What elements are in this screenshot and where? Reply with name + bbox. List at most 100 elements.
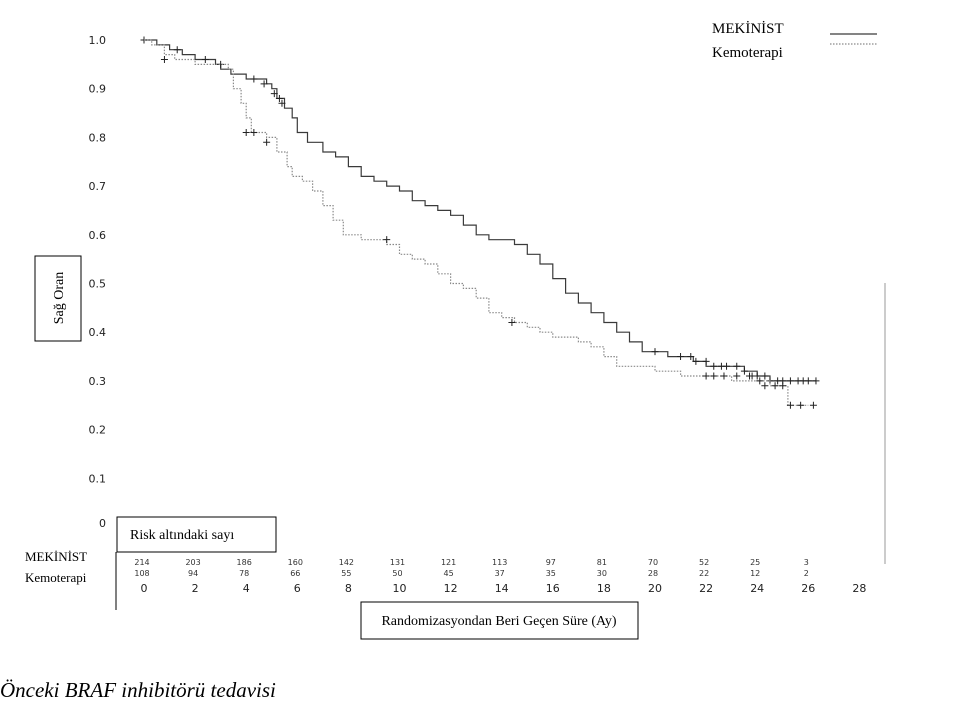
figure-caption: Önceki BRAF inhibitörü tedavisi — [0, 678, 276, 702]
censor-mark — [651, 348, 659, 356]
y-tick-label: 0.7 — [89, 180, 107, 193]
censor-mark — [797, 401, 805, 409]
y-axis-label-box — [34, 255, 82, 342]
censor-mark — [250, 129, 258, 137]
y-tick-label: 0.4 — [89, 326, 107, 339]
risk-count: 52 — [699, 558, 709, 567]
censor-mark — [702, 372, 710, 380]
censor-mark — [692, 357, 700, 365]
y-tick-label: 0.3 — [89, 375, 107, 388]
legend-label-kemoterapi: Kemoterapi — [712, 45, 783, 61]
censor-mark — [260, 80, 268, 88]
risk-count: 3 — [804, 558, 809, 567]
risk-count: 28 — [648, 569, 658, 578]
censor-mark — [242, 129, 250, 137]
risk-count: 30 — [597, 569, 607, 578]
x-tick-label: 0 — [141, 582, 148, 595]
y-tick-label: 0.9 — [89, 83, 107, 96]
risk-count: 121 — [441, 558, 456, 567]
censor-mark — [250, 75, 258, 83]
y-tick-label: 0.1 — [89, 472, 107, 485]
x-tick-label: 10 — [393, 582, 407, 595]
censor-mark — [720, 372, 728, 380]
y-tick-label: 0.2 — [89, 424, 107, 437]
censor-mark — [160, 55, 168, 63]
risk-count: 45 — [444, 569, 454, 578]
series-line-kemoterapi — [144, 39, 809, 406]
risk-count: 50 — [392, 569, 402, 578]
risk-count: 25 — [750, 558, 760, 567]
x-tick-label: 14 — [495, 582, 509, 595]
y-axis-label: Sağ Oran — [52, 272, 67, 325]
censor-mark — [812, 377, 820, 385]
risk-count: 22 — [699, 569, 709, 578]
censor-mark — [733, 362, 741, 370]
risk-count: 55 — [341, 569, 351, 578]
risk-count: 78 — [239, 569, 249, 578]
series-line-mekinist — [144, 39, 816, 382]
x-tick-label: 22 — [699, 582, 713, 595]
risk-count: 70 — [648, 558, 658, 567]
censor-mark — [383, 236, 391, 244]
censor-mark — [710, 362, 718, 370]
y-tick-label: 0.5 — [89, 278, 107, 291]
y-tick-label: 0.8 — [89, 131, 107, 144]
risk-row-label: Kemoterapi — [25, 570, 87, 585]
censor-mark — [275, 94, 283, 102]
censor-mark — [677, 353, 685, 361]
y-tick-label: 0.6 — [89, 229, 107, 242]
risk-count: 35 — [546, 569, 556, 578]
censor-mark — [753, 372, 761, 380]
y-tick-label: 1.0 — [89, 34, 107, 47]
censor-mark — [786, 401, 794, 409]
x-axis-label: Randomizasyondan Beri Geçen Süre (Ay) — [381, 614, 616, 629]
risk-count: 203 — [185, 558, 200, 567]
censor-mark — [771, 382, 779, 390]
y-tick-label: 0 — [99, 517, 106, 530]
x-tick-label: 2 — [192, 582, 199, 595]
y-tick-labels: 1.0 0.9 0.8 0.7 0.6 0.5 0.4 0.3 0.2 0.1 0 — [89, 34, 107, 530]
censor-mark — [263, 138, 271, 146]
risk-count: 131 — [390, 558, 405, 567]
x-tick-label: 26 — [801, 582, 815, 595]
risk-count: 12 — [750, 569, 760, 578]
censor-mark — [740, 367, 748, 375]
x-tick-label: 8 — [345, 582, 352, 595]
censor-mark — [687, 353, 695, 361]
risk-table-title: Risk altındaki sayı — [130, 528, 234, 543]
x-tick-label: 24 — [750, 582, 764, 595]
risk-table-title-box — [116, 516, 277, 553]
risk-count: 81 — [597, 558, 607, 567]
risk-count: 37 — [495, 569, 505, 578]
censor-mark — [761, 372, 769, 380]
censor-mark — [761, 382, 769, 390]
risk-count: 97 — [546, 558, 556, 567]
x-tick-label: 28 — [852, 582, 866, 595]
censor-mark — [804, 377, 812, 385]
censor-mark — [702, 357, 710, 365]
x-tick-label: 4 — [243, 582, 250, 595]
x-tick-labels: 0 2 4 6 8 10 12 14 16 18 20 22 24 26 28 — [141, 582, 867, 595]
series-layer — [140, 36, 820, 409]
risk-count: 66 — [290, 569, 300, 578]
x-tick-label: 12 — [444, 582, 458, 595]
censor-mark — [786, 377, 794, 385]
risk-count: 186 — [237, 558, 252, 567]
legend-label-mekinist: MEKİNİST — [712, 21, 784, 37]
censor-mark — [278, 99, 286, 107]
censor-mark — [756, 377, 764, 385]
x-tick-label: 16 — [546, 582, 560, 595]
risk-count: 2 — [804, 569, 809, 578]
censor-mark — [201, 55, 209, 63]
risk-count: 108 — [134, 569, 149, 578]
censor-mark — [746, 372, 754, 380]
risk-table: MEKİNİST 214 203 186 160 142 131 121 113 97 81 70 52… — [25, 549, 809, 585]
censor-mark — [508, 318, 516, 326]
censor-mark — [723, 362, 731, 370]
risk-count: 113 — [492, 558, 507, 567]
risk-count: 142 — [339, 558, 354, 567]
censor-mark — [710, 372, 718, 380]
risk-count: 160 — [288, 558, 303, 567]
x-axis-label-box — [360, 601, 639, 640]
